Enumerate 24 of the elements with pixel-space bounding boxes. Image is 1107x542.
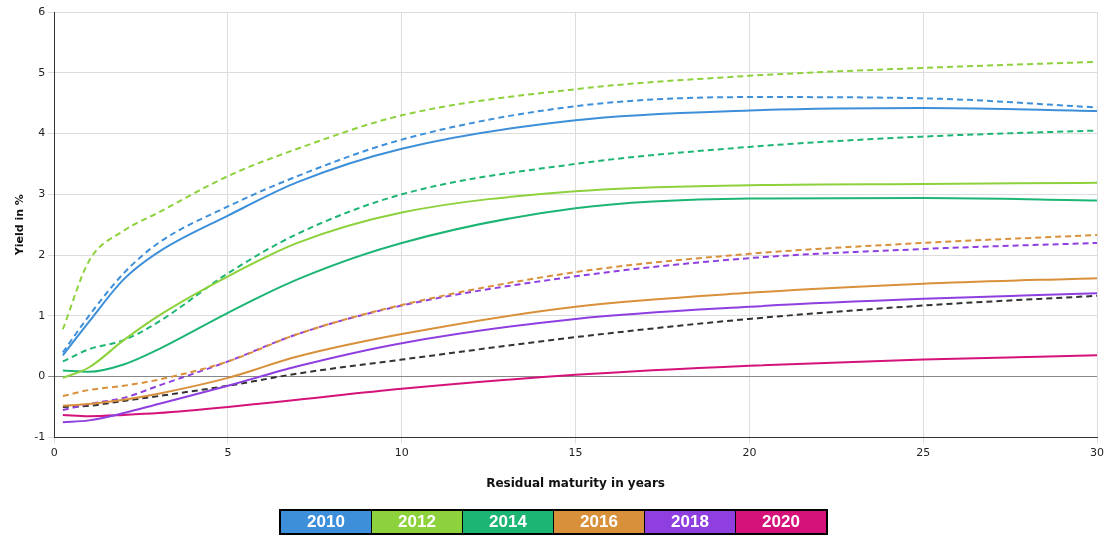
text: 2020 [735,511,826,533]
x-tick-label: 0 [50,445,58,459]
y-tick-label: 3 [38,187,46,201]
text: 2016 [553,511,644,533]
text: 2014 [462,511,553,533]
x-tick-label: 20 [742,445,757,459]
text: 2012 [371,511,462,533]
y-tick-label: 4 [38,126,46,140]
y-tick-label: 6 [38,4,46,18]
text: 2018 [644,511,735,533]
y-tick-label: 2 [38,247,46,261]
x-tick-label: 15 [568,445,583,459]
x-tick-label: 25 [916,445,931,459]
y-tick-label: 5 [38,65,46,79]
y-axis-title: Yield in % [13,194,27,257]
line-series [61,354,1097,418]
y-tick-label: -1 [34,430,46,444]
x-axis-title: Residual maturity in years [486,475,665,490]
y-tick-label: 0 [38,369,46,383]
x-tick-label: 30 [1090,445,1104,459]
y-tick-label: 1 [38,308,46,322]
text: 2010 [281,511,371,533]
x-tick-label: 10 [394,445,409,459]
x-tick-label: 5 [224,445,232,459]
